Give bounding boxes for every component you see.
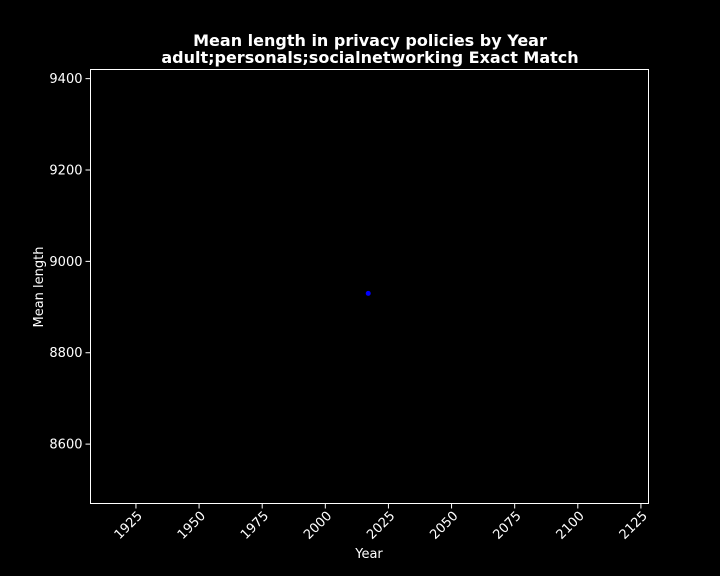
y-tick-label: 8600 <box>49 438 82 453</box>
data-points <box>365 290 371 296</box>
y-axis-ticks: 8600 8800 9000 9200 9400 <box>49 72 91 453</box>
chart-subtitle: adult;personals;socialnetworking Exact M… <box>161 48 578 67</box>
chart-title: Mean length in privacy policies by Year <box>193 31 547 50</box>
plot-area-frame <box>90 69 649 504</box>
y-tick-label: 9200 <box>49 164 82 179</box>
y-tick-label: 9000 <box>49 255 82 270</box>
y-axis-label: Mean length <box>32 247 47 328</box>
x-axis-label: Year <box>354 547 383 562</box>
y-tick-label: 9400 <box>49 72 82 87</box>
y-tick-label: 8800 <box>49 346 82 361</box>
data-point <box>365 290 371 296</box>
